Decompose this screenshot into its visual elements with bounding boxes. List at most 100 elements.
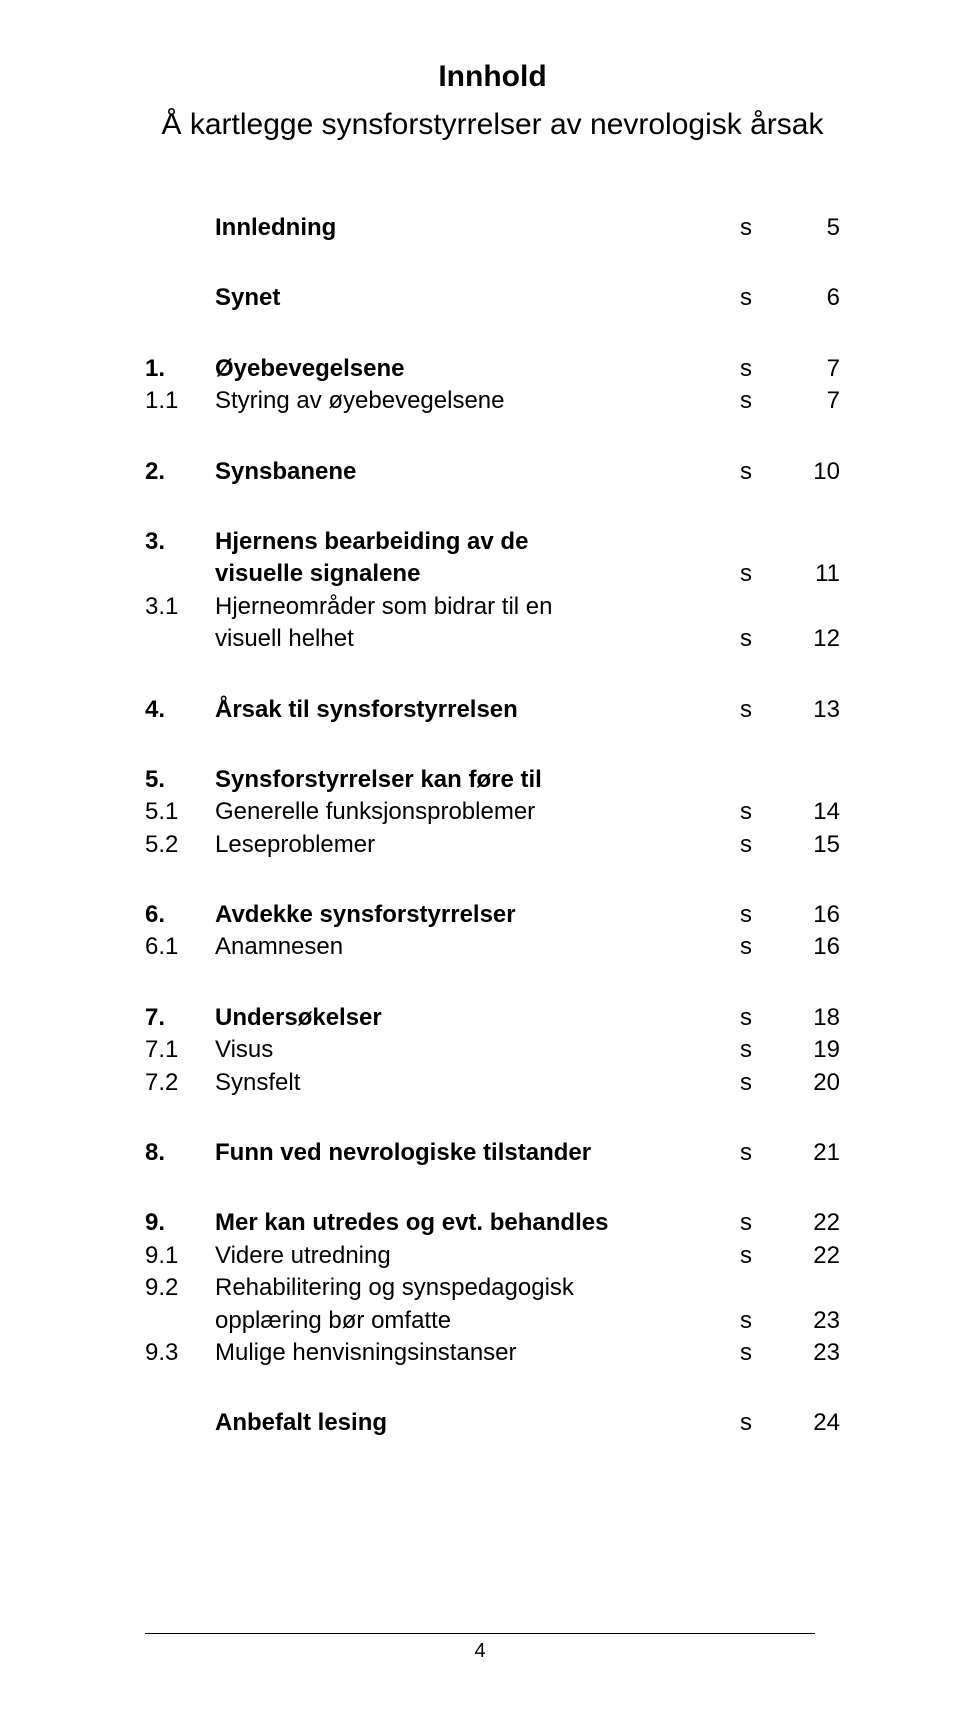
toc-label: Synsfelt bbox=[215, 1067, 740, 1099]
toc-num: 1. bbox=[145, 353, 215, 385]
toc-s: s bbox=[740, 1305, 790, 1337]
toc-page: 11 bbox=[790, 558, 840, 590]
toc-page: 23 bbox=[790, 1337, 840, 1369]
toc-num: 9. bbox=[145, 1207, 215, 1239]
toc-page: 24 bbox=[790, 1407, 840, 1439]
toc-row: 9.2 Rehabilitering og synspedagogisk bbox=[145, 1272, 840, 1304]
toc-s: s bbox=[740, 1407, 790, 1439]
toc-label: Undersøkelser bbox=[215, 1002, 740, 1034]
toc-row-8: 8. Funn ved nevrologiske tilstander s 21 bbox=[145, 1137, 840, 1169]
toc-s: s bbox=[740, 623, 790, 655]
toc-row-anbefalt: Anbefalt lesing s 24 bbox=[145, 1407, 840, 1439]
toc-section-5: 5. Synsforstyrrelser kan føre til 5.1 Ge… bbox=[145, 764, 840, 861]
toc-num: 7.1 bbox=[145, 1034, 215, 1066]
toc-row: 5.2 Leseproblemer s 15 bbox=[145, 829, 840, 861]
toc-row: 3. Hjernens bearbeiding av de bbox=[145, 526, 840, 558]
toc-section-7: 7. Undersøkelser s 18 7.1 Visus s 19 7.2… bbox=[145, 1002, 840, 1099]
toc-s: s bbox=[740, 1067, 790, 1099]
toc-s: s bbox=[740, 353, 790, 385]
toc-label: Visus bbox=[215, 1034, 740, 1066]
toc-label: visuelle signalene bbox=[215, 558, 740, 590]
toc-num: 3. bbox=[145, 526, 215, 558]
toc-label: Synet bbox=[215, 282, 740, 314]
toc-page: 23 bbox=[790, 1305, 840, 1337]
toc-label: visuell helhet bbox=[215, 623, 740, 655]
toc-page: 20 bbox=[790, 1067, 840, 1099]
toc-label: Innledning bbox=[215, 212, 740, 244]
toc-num: 8. bbox=[145, 1137, 215, 1169]
toc-s: s bbox=[740, 829, 790, 861]
toc-s: s bbox=[740, 899, 790, 931]
toc-page: 10 bbox=[790, 456, 840, 488]
toc-s: s bbox=[740, 1034, 790, 1066]
toc-row: 9.1 Videre utredning s 22 bbox=[145, 1240, 840, 1272]
toc-label: Leseproblemer bbox=[215, 829, 740, 861]
toc-label: Generelle funksjonsproblemer bbox=[215, 796, 740, 828]
toc-num: 1.1 bbox=[145, 385, 215, 417]
toc-label: Funn ved nevrologiske tilstander bbox=[215, 1137, 740, 1169]
toc-num: 5.1 bbox=[145, 796, 215, 828]
toc-label: Videre utredning bbox=[215, 1240, 740, 1272]
toc-row: 6.1 Anamnesen s 16 bbox=[145, 931, 840, 963]
toc-label: Rehabilitering og synspedagogisk bbox=[215, 1272, 740, 1304]
page-footer: 4 bbox=[0, 1633, 960, 1663]
toc-page: 19 bbox=[790, 1034, 840, 1066]
toc-num: 2. bbox=[145, 456, 215, 488]
toc-num: 5. bbox=[145, 764, 215, 796]
toc-row: 7.1 Visus s 19 bbox=[145, 1034, 840, 1066]
toc-row: 5. Synsforstyrrelser kan føre til bbox=[145, 764, 840, 796]
toc-s: s bbox=[740, 456, 790, 488]
toc-label: Styring av øyebevegelsene bbox=[215, 385, 740, 417]
toc-s: s bbox=[740, 931, 790, 963]
toc-num: 6. bbox=[145, 899, 215, 931]
toc-row: opplæring bør omfatte s 23 bbox=[145, 1305, 840, 1337]
toc-row-innledning: Innledning s 5 bbox=[145, 212, 840, 244]
toc-s: s bbox=[740, 1240, 790, 1272]
toc-page: 16 bbox=[790, 931, 840, 963]
toc-row-4: 4. Årsak til synsforstyrrelsen s 13 bbox=[145, 694, 840, 726]
toc-num: 7.2 bbox=[145, 1067, 215, 1099]
document-subtitle: Å kartlegge synsforstyrrelser av nevrolo… bbox=[145, 108, 840, 142]
toc-row: 9.3 Mulige henvisningsinstanser s 23 bbox=[145, 1337, 840, 1369]
toc-row: 1. Øyebevegelsene s 7 bbox=[145, 353, 840, 385]
toc-num: 5.2 bbox=[145, 829, 215, 861]
toc-num: 9.1 bbox=[145, 1240, 215, 1272]
footer-page-number: 4 bbox=[0, 1640, 960, 1663]
toc-label: Avdekke synsforstyrrelser bbox=[215, 899, 740, 931]
toc-s: s bbox=[740, 385, 790, 417]
toc-s: s bbox=[740, 558, 790, 590]
toc-label: Anamnesen bbox=[215, 931, 740, 963]
page-container: Innhold Å kartlegge synsforstyrrelser av… bbox=[0, 0, 960, 1440]
toc-page: 14 bbox=[790, 796, 840, 828]
toc-s: s bbox=[740, 1137, 790, 1169]
toc-label: opplæring bør omfatte bbox=[215, 1305, 740, 1337]
toc-num: 4. bbox=[145, 694, 215, 726]
toc-label: Hjernens bearbeiding av de bbox=[215, 526, 740, 558]
toc-page: 22 bbox=[790, 1207, 840, 1239]
toc-row: 3.1 Hjerneområder som bidrar til en bbox=[145, 591, 840, 623]
toc-s: s bbox=[740, 694, 790, 726]
toc-page: 7 bbox=[790, 353, 840, 385]
toc-row-2: 2. Synsbanene s 10 bbox=[145, 456, 840, 488]
toc-label: Øyebevegelsene bbox=[215, 353, 740, 385]
toc-row: visuell helhet s 12 bbox=[145, 623, 840, 655]
toc-num: 9.2 bbox=[145, 1272, 215, 1304]
toc-page: 16 bbox=[790, 899, 840, 931]
toc-num: 3.1 bbox=[145, 591, 215, 623]
toc-label: Synsbanene bbox=[215, 456, 740, 488]
toc-page: 15 bbox=[790, 829, 840, 861]
toc-row: visuelle signalene s 11 bbox=[145, 558, 840, 590]
toc-label: Anbefalt lesing bbox=[215, 1407, 740, 1439]
document-title: Innhold bbox=[145, 60, 840, 94]
toc-label: Årsak til synsforstyrrelsen bbox=[215, 694, 740, 726]
toc-label: Hjerneområder som bidrar til en bbox=[215, 591, 740, 623]
toc-row-synet: Synet s 6 bbox=[145, 282, 840, 314]
toc-s: s bbox=[740, 1337, 790, 1369]
toc-num: 9.3 bbox=[145, 1337, 215, 1369]
toc-page: 7 bbox=[790, 385, 840, 417]
toc-page: 12 bbox=[790, 623, 840, 655]
toc-row: 7.2 Synsfelt s 20 bbox=[145, 1067, 840, 1099]
toc-s: s bbox=[740, 282, 790, 314]
toc-page: 6 bbox=[790, 282, 840, 314]
toc-section-9: 9. Mer kan utredes og evt. behandles s 2… bbox=[145, 1207, 840, 1369]
